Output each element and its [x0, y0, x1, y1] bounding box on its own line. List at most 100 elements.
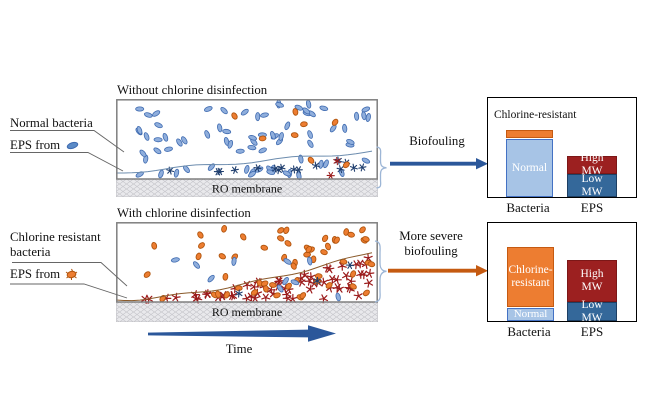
- eps-strand-normal: [277, 163, 286, 172]
- eps-strand-normal: [345, 261, 355, 270]
- eps-strand-resistant: [333, 156, 341, 166]
- eps-strand-resistant: [304, 276, 314, 286]
- resistant-bacterium: [320, 249, 328, 256]
- normal-bacterium: [298, 154, 304, 164]
- time-arrow-label: Time: [225, 342, 253, 356]
- resistant-bacterium: [143, 271, 151, 278]
- panel-bottom-title: With chlorine disinfection: [117, 206, 251, 220]
- eps-strand-resistant: [365, 268, 375, 278]
- eps-strand-resistant: [261, 293, 271, 303]
- normal-bacterium: [282, 170, 291, 177]
- normal-bacterium: [162, 132, 169, 142]
- normal-bacterium: [207, 274, 215, 283]
- eps-strand-normal: [336, 165, 345, 174]
- normal-bacterium: [176, 138, 183, 147]
- severe-arrow-label: More severe biofouling: [386, 229, 476, 258]
- resistant-bacterium: [215, 290, 221, 299]
- eps-strand-resistant: [355, 259, 365, 269]
- normal-bacterium: [244, 165, 250, 174]
- resistant-bacterium: [218, 253, 226, 260]
- resistant-bacterium: [314, 273, 323, 279]
- resistant-bacterium: [222, 272, 229, 281]
- bacteria-field-bottom: [141, 225, 376, 304]
- chart-with-xlabels: Bacteria EPS: [487, 324, 637, 340]
- resistant-bacterium: [350, 270, 357, 278]
- resistant-bacterium-icon: [65, 268, 78, 281]
- normal-bacterium: [361, 157, 371, 164]
- normal-bacterium: [248, 135, 257, 141]
- eps-strand-normal: [294, 166, 303, 174]
- normal-bacterium: [203, 106, 213, 112]
- chart-without-chlorine: Chlorine-resistant Normal High MW Low MW: [487, 97, 637, 198]
- resistant-bacterium: [331, 118, 339, 126]
- eps-strand-resistant: [274, 276, 284, 286]
- eps-strand-resistant: [274, 276, 284, 286]
- resistant-bacterium: [362, 236, 370, 243]
- resistant-bacterium: [290, 262, 297, 270]
- eps-strand-normal: [311, 161, 320, 170]
- resistant-bacterium: [269, 282, 277, 288]
- normal-bacterium: [220, 107, 228, 115]
- normal-bacterium: [284, 121, 291, 131]
- normal-bacterium: [153, 147, 162, 155]
- eps-strand-normal: [253, 164, 262, 173]
- normal-bacterium: [152, 110, 161, 117]
- normal-bacterium: [307, 256, 313, 266]
- bar-segment-high-mw-bottom: High MW: [567, 260, 617, 302]
- bar-bacteria-bottom: Chlorine-resistant Normal: [507, 247, 554, 321]
- normal-bacterium: [283, 258, 292, 265]
- normal-bacterium: [290, 279, 300, 286]
- normal-bacterium: [235, 148, 245, 154]
- ro-membrane-bottom-hatch: [116, 302, 378, 322]
- normal-bacterium: [192, 261, 201, 269]
- bar-segment-chlorine-resistant-top: [506, 130, 553, 138]
- resistant-bacterium: [151, 241, 158, 250]
- legend-eps-from-resistant: EPS from: [10, 267, 79, 282]
- resistant-bacterium: [359, 226, 366, 234]
- eps-strand-resistant: [319, 294, 329, 304]
- biofilm-boundary-bottom: [116, 252, 373, 302]
- bacteria-field-top: [135, 99, 371, 181]
- brace-top-biofilm: [376, 146, 387, 189]
- ro-membrane-bottom-label: RO membrane: [212, 305, 282, 319]
- eps-strand-resistant: [306, 272, 316, 282]
- eps-strand-normal: [313, 276, 321, 286]
- resistant-bacterium: [223, 291, 230, 299]
- normal-bacterium: [354, 111, 360, 121]
- resistant-bacterium: [367, 261, 376, 268]
- xlabel-eps-bottom: EPS: [580, 324, 604, 339]
- normal-bacterium: [260, 112, 269, 118]
- eps-strand-resistant: [361, 260, 371, 270]
- bar-segment-normal-top: Normal: [506, 139, 553, 197]
- resistant-bacterium: [349, 283, 357, 290]
- resistant-bacterium: [284, 240, 292, 247]
- more-severe-biofouling-arrow: [388, 265, 488, 277]
- normal-bacterium: [278, 132, 284, 141]
- normal-bacterium: [227, 139, 234, 149]
- normal-bacterium: [255, 112, 261, 122]
- eps-strand-resistant: [359, 270, 369, 280]
- normal-bacterium: [305, 99, 312, 109]
- resistant-bacterium: [195, 252, 202, 261]
- bar-bacteria-top: Normal: [506, 130, 553, 197]
- normal-bacterium: [136, 125, 143, 135]
- normal-bacterium: [258, 147, 267, 154]
- eps-strand-resistant: [337, 261, 347, 271]
- normal-bacterium: [158, 169, 164, 179]
- eps-strand-resistant: [250, 282, 259, 292]
- annotation-chlorine-resistant: Chlorine-resistant: [494, 109, 577, 121]
- resistant-bacterium: [198, 242, 205, 249]
- eps-strand-resistant: [327, 275, 337, 284]
- normal-bacterium: [154, 122, 163, 129]
- bar-eps-bottom: High MW Low MW: [567, 260, 617, 324]
- eps-strand-normal: [358, 163, 367, 172]
- panel-top-title: Without chlorine disinfection: [117, 83, 268, 97]
- eps-strand-resistant: [363, 253, 373, 263]
- resistant-bacterium: [342, 161, 350, 169]
- eps-strand-resistant: [342, 271, 352, 281]
- bar-segment-chlorine-resistant-bottom: Chlorine-resistant: [507, 247, 554, 307]
- normal-bacterium: [173, 168, 180, 178]
- legend-eps-bottom-text: EPS from: [10, 267, 61, 281]
- resistant-bacterium: [324, 242, 332, 251]
- resistant-bacterium: [277, 227, 285, 234]
